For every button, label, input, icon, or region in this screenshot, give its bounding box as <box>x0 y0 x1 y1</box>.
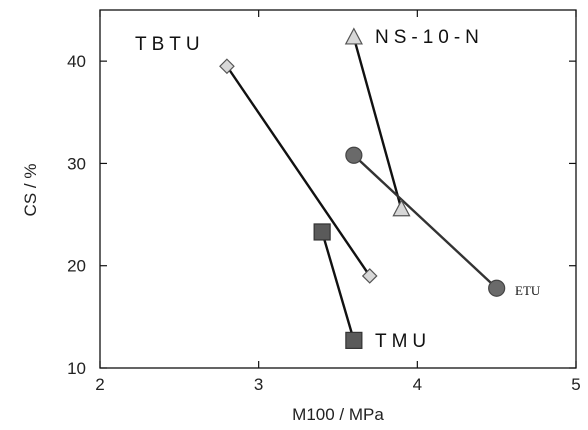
x-tick-label: 2 <box>95 375 104 394</box>
data-point-etu <box>345 146 363 164</box>
x-tick-label: 5 <box>571 375 580 394</box>
y-tick-label: 10 <box>67 359 86 378</box>
axis-ticks <box>99 10 577 369</box>
series-line-ns-10-n <box>352 37 403 210</box>
series-lines <box>225 37 498 341</box>
x-axis-title: M100 / MPa <box>292 405 384 424</box>
series-line-tmu <box>320 231 356 341</box>
data-point-tbtu <box>219 58 235 75</box>
x-tick-label: 3 <box>254 375 263 394</box>
series-line-etu <box>353 154 498 290</box>
plot-frame <box>99 9 577 369</box>
series-line-tbtu <box>225 65 371 277</box>
series-label-tmu: TMU <box>375 331 431 352</box>
series-markers <box>219 27 506 349</box>
y-tick-label: 20 <box>67 257 86 276</box>
data-point-tbtu <box>361 268 378 284</box>
data-point-tmu <box>345 331 363 349</box>
data-point-etu <box>488 279 506 297</box>
data-point-ns-10-n <box>344 27 363 45</box>
y-axis-title: CS / % <box>21 164 40 217</box>
series-labels: TBTU NS-10-N ETU TMU <box>135 27 541 352</box>
tick-labels: 2 3 4 5 10 20 30 40 <box>67 52 581 394</box>
data-point-ns-10-n <box>392 199 411 217</box>
series-label-tbtu: TBTU <box>135 34 205 55</box>
data-point-tmu <box>313 223 331 241</box>
y-tick-label: 40 <box>67 52 86 71</box>
series-label-ns-10-n: NS-10-N <box>375 27 484 48</box>
x-tick-label: 4 <box>413 375 422 394</box>
y-tick-label: 30 <box>67 154 86 173</box>
series-label-etu: ETU <box>515 283 541 298</box>
